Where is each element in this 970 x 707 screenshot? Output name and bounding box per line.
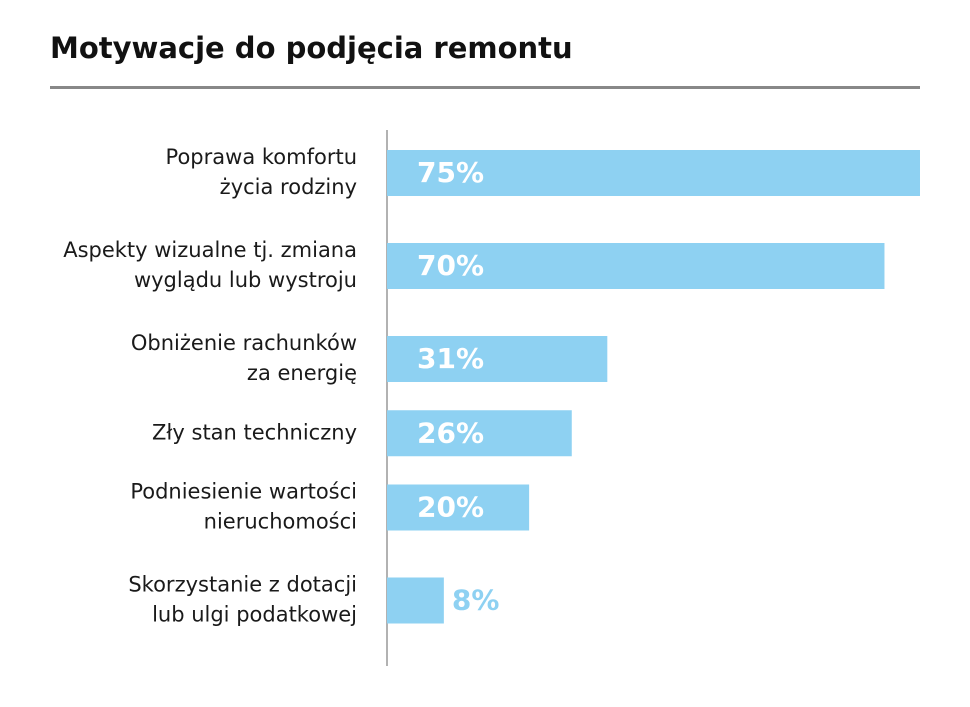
category-label: Skorzystanie z dotacji bbox=[128, 573, 357, 597]
bar bbox=[387, 484, 530, 531]
bar bbox=[387, 410, 572, 457]
category-label: Poprawa komfortu bbox=[166, 145, 357, 169]
category-label: Podniesienie wartości bbox=[130, 480, 357, 504]
category-label: Obniżenie rachunków bbox=[131, 331, 357, 355]
value-label: 20% bbox=[417, 491, 484, 524]
category-label: lub ulgi podatkowej bbox=[152, 603, 357, 627]
value-label: 8% bbox=[452, 584, 500, 617]
category-label: nieruchomości bbox=[204, 510, 357, 534]
chart-title: Motywacje do podjęcia remontu bbox=[50, 31, 573, 65]
category-label: życia rodziny bbox=[220, 175, 357, 199]
value-label: 31% bbox=[417, 342, 484, 375]
title-rule bbox=[50, 86, 920, 89]
category-label: za energię bbox=[247, 361, 357, 385]
value-label: 75% bbox=[417, 156, 484, 189]
value-label: 26% bbox=[417, 416, 484, 449]
bar bbox=[387, 150, 920, 196]
category-label: Aspekty wizualne tj. zmiana bbox=[63, 238, 357, 262]
bar bbox=[387, 336, 608, 382]
bar bbox=[387, 577, 444, 624]
bar bbox=[387, 243, 885, 289]
value-label: 70% bbox=[417, 249, 484, 282]
category-label: Zły stan techniczny bbox=[152, 420, 357, 444]
category-label: wyglądu lub wystroju bbox=[134, 268, 357, 292]
